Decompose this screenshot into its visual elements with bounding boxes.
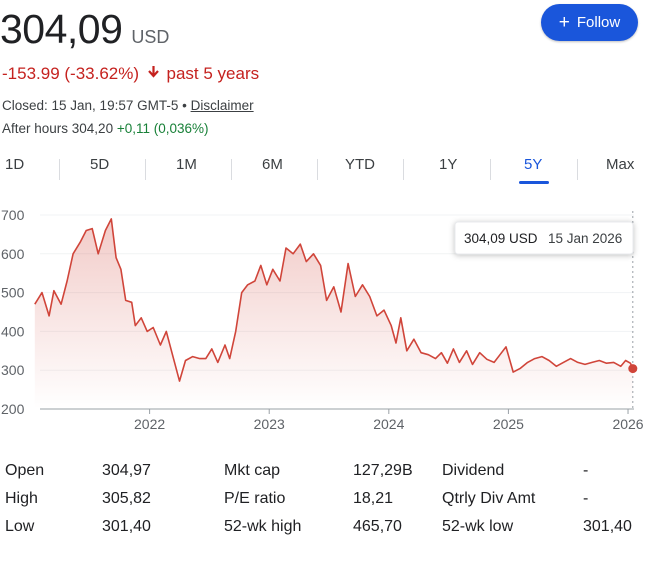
closed-info: Closed: 15 Jan, 19:57 GMT-5 • Disclaimer xyxy=(2,98,254,113)
follow-label: Follow xyxy=(576,14,621,31)
disclaimer-link[interactable]: Disclaimer xyxy=(190,98,254,113)
stat-pe-ratio-value: 18,21 xyxy=(353,490,394,507)
tab-divider xyxy=(231,159,232,180)
stat-low-label: Low xyxy=(5,518,35,535)
stat-dividend-value: - xyxy=(583,462,589,479)
tab-divider xyxy=(577,159,578,180)
stat-low-value: 301,40 xyxy=(102,518,151,535)
y-tick-label: 600 xyxy=(1,246,25,262)
closed-text: Closed: 15 Jan, 19:57 GMT-5 • xyxy=(2,98,187,113)
change-value: -153.99 (-33.62%) xyxy=(2,64,140,83)
stat-qtrly-div-value: - xyxy=(583,490,589,507)
x-tick-label: 2022 xyxy=(134,416,165,432)
stat-high-value: 305,82 xyxy=(102,490,151,507)
x-tick-label: 2025 xyxy=(493,416,524,432)
stat-dividend-label: Dividend xyxy=(442,462,505,479)
stat-pe-ratio-label: P/E ratio xyxy=(224,490,286,507)
tab-5y[interactable]: 5Y xyxy=(524,156,543,173)
tooltip-box xyxy=(454,221,634,255)
y-tick-label: 500 xyxy=(1,285,25,301)
stat-mkt-cap-value: 127,29B xyxy=(353,462,413,479)
tooltip-date: 15 Jan 2026 xyxy=(548,231,622,246)
stat-open-value: 304,97 xyxy=(102,462,151,479)
change-period: past 5 years xyxy=(166,64,260,83)
price-change: -153.99 (-33.62%) past 5 years xyxy=(2,64,259,84)
after-hours-info: After hours 304,20 +0,11 (0,036%) xyxy=(2,121,209,136)
tab-divider xyxy=(145,159,146,180)
stat-52wk-low-label: 52-wk low xyxy=(442,518,514,535)
tooltip-value: 304,09 USD xyxy=(464,231,538,246)
currency-label: USD xyxy=(131,27,170,47)
range-tabs: 1D 5D 1M 6M YTD 1Y 5Y Max xyxy=(0,151,660,187)
stat-high-label: High xyxy=(5,490,38,507)
price-chart[interactable]: 700 600 500 400 300 200 2022 2023 2024 2025 2026 3… xyxy=(0,195,660,445)
stat-open-label: Open xyxy=(5,462,45,479)
tab-5d[interactable]: 5D xyxy=(90,156,110,173)
follow-button[interactable]: + Follow xyxy=(541,4,638,41)
tab-6m[interactable]: 6M xyxy=(262,156,283,173)
tab-ytd[interactable]: YTD xyxy=(345,156,375,173)
x-tick-label: 2026 xyxy=(612,416,643,432)
price-line xyxy=(34,218,634,382)
plus-icon: + xyxy=(558,12,570,33)
after-hours-price: After hours 304,20 xyxy=(2,121,114,136)
tab-divider xyxy=(317,159,318,180)
y-tick-label: 200 xyxy=(1,401,25,417)
stat-52wk-low-value: 301,40 xyxy=(583,518,632,535)
stat-52wk-high-label: 52-wk high xyxy=(224,518,302,535)
after-hours-change: +0,11 (0,036%) xyxy=(116,121,209,136)
tab-divider xyxy=(490,159,491,180)
last-price-dot xyxy=(628,364,638,374)
y-tick-label: 300 xyxy=(1,362,25,378)
stat-qtrly-div-label: Qtrly Div Amt xyxy=(442,490,536,507)
tab-divider xyxy=(403,159,404,180)
price-header: 304,09 USD xyxy=(0,6,169,53)
tab-divider xyxy=(59,159,60,180)
arrow-down-icon xyxy=(147,64,159,84)
y-tick-label: 700 xyxy=(1,207,25,223)
tab-1y[interactable]: 1Y xyxy=(439,156,458,173)
y-tick-label: 400 xyxy=(1,323,25,339)
tab-1d[interactable]: 1D xyxy=(5,156,25,173)
active-tab-indicator xyxy=(519,181,549,184)
chart-tooltip: 304,09 USD 15 Jan 2026 xyxy=(454,221,634,255)
tab-1m[interactable]: 1M xyxy=(176,156,197,173)
current-price: 304,09 xyxy=(0,6,123,52)
x-tick-label: 2024 xyxy=(373,416,404,432)
tab-max[interactable]: Max xyxy=(606,156,635,173)
stat-52wk-high-value: 465,70 xyxy=(353,518,402,535)
x-tick-label: 2023 xyxy=(254,416,285,432)
price-area xyxy=(34,218,633,409)
stat-mkt-cap-label: Mkt cap xyxy=(224,462,281,479)
